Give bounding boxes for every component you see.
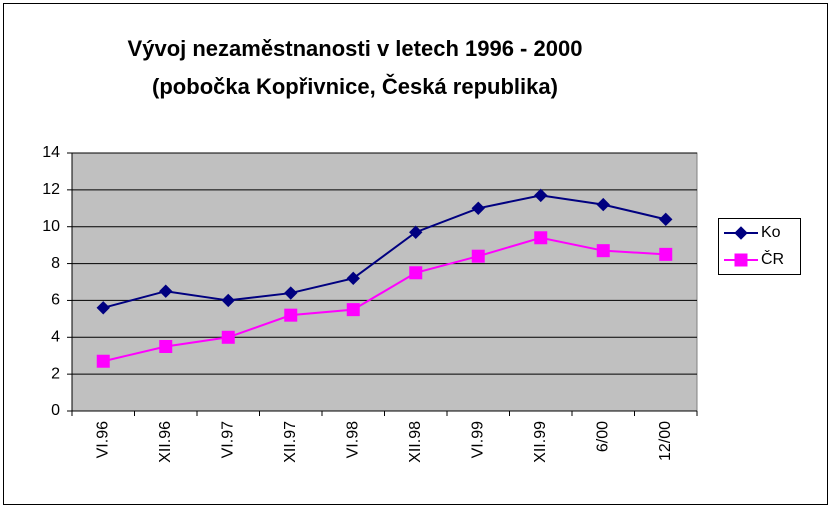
x-tick-label: VI.98 xyxy=(344,421,361,458)
x-tick-label: VI.97 xyxy=(219,421,236,458)
x-tick-label: 12/00 xyxy=(657,421,674,461)
marker xyxy=(96,301,110,315)
legend-label: ČR xyxy=(761,249,784,268)
x-tick-label: XII.96 xyxy=(157,421,174,463)
marker xyxy=(221,293,235,308)
legend-marker xyxy=(734,226,748,240)
marker xyxy=(284,286,298,300)
plot-area xyxy=(71,152,698,412)
marker xyxy=(659,247,673,261)
series-line xyxy=(102,194,666,309)
y-tick-label: 12 xyxy=(42,181,60,198)
marker xyxy=(659,212,673,227)
legend-marker xyxy=(734,253,748,267)
legend xyxy=(718,218,801,275)
marker xyxy=(346,303,360,317)
y-tick-label: 10 xyxy=(42,218,60,235)
series-line xyxy=(103,236,666,363)
marker xyxy=(534,188,548,203)
x-tick-label: VI.99 xyxy=(469,421,486,458)
marker xyxy=(159,340,173,353)
marker xyxy=(284,308,298,322)
x-tick-label: 6/00 xyxy=(594,421,611,452)
x-tick-label: VI.96 xyxy=(94,421,111,458)
marker xyxy=(159,284,173,298)
x-tick-label: XII.97 xyxy=(282,421,299,463)
chart-title: Vývoj nezaměstnanosti v letech 1996 - 20… xyxy=(128,36,583,61)
x-tick-label: XII.98 xyxy=(407,421,424,463)
y-tick-label: 4 xyxy=(51,329,60,346)
x-tick-label: XII.99 xyxy=(532,421,549,463)
y-tick-label: 6 xyxy=(51,292,60,309)
y-tick-label: 8 xyxy=(51,255,60,272)
y-tick-label: 2 xyxy=(51,365,60,382)
y-tick-label: 0 xyxy=(51,402,60,419)
marker xyxy=(596,197,610,212)
marker xyxy=(409,266,423,280)
legend-label: Ko xyxy=(761,224,781,241)
marker xyxy=(346,271,360,286)
marker xyxy=(221,330,235,344)
marker xyxy=(96,354,110,368)
marker xyxy=(596,244,610,258)
marker xyxy=(471,249,485,263)
marker xyxy=(534,231,548,245)
y-tick-label: 14 xyxy=(42,144,60,161)
chart-title: (pobočka Kopřivnice, Česká republika) xyxy=(152,74,558,99)
marker xyxy=(409,225,423,239)
marker xyxy=(471,201,485,215)
